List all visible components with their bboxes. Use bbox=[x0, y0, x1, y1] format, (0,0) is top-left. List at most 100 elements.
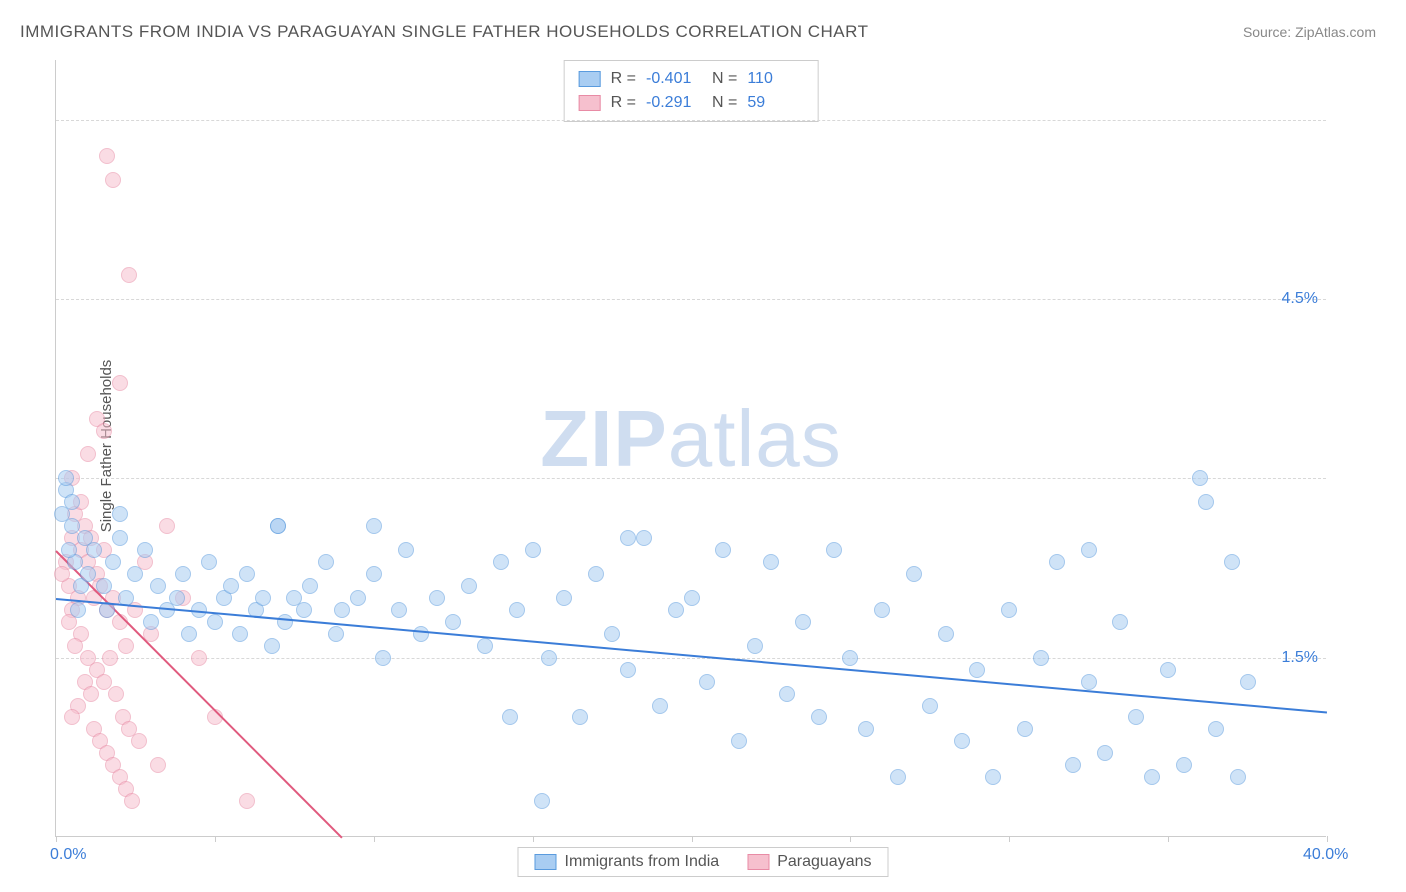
r-value-india: -0.401 bbox=[646, 67, 702, 91]
data-point bbox=[127, 566, 143, 582]
x-tick bbox=[56, 836, 57, 842]
data-point bbox=[842, 650, 858, 666]
data-point bbox=[86, 542, 102, 558]
data-point bbox=[572, 709, 588, 725]
data-point bbox=[1112, 614, 1128, 630]
data-point bbox=[890, 769, 906, 785]
data-point bbox=[169, 590, 185, 606]
data-point bbox=[858, 721, 874, 737]
watermark-atlas: atlas bbox=[668, 394, 842, 483]
data-point bbox=[80, 446, 96, 462]
data-point bbox=[264, 638, 280, 654]
n-label: N = bbox=[712, 67, 737, 91]
data-point bbox=[112, 506, 128, 522]
watermark-zip: ZIP bbox=[540, 394, 667, 483]
swatch-paraguay bbox=[747, 854, 769, 870]
data-point bbox=[61, 542, 77, 558]
n-label: N = bbox=[712, 91, 737, 115]
data-point bbox=[270, 518, 286, 534]
gridline bbox=[56, 299, 1326, 300]
data-point bbox=[255, 590, 271, 606]
x-tick bbox=[1009, 836, 1010, 842]
data-point bbox=[124, 793, 140, 809]
gridline bbox=[56, 478, 1326, 479]
swatch-india bbox=[534, 854, 556, 870]
data-point bbox=[232, 626, 248, 642]
data-point bbox=[239, 566, 255, 582]
data-point bbox=[1017, 721, 1033, 737]
data-point bbox=[1049, 554, 1065, 570]
data-point bbox=[588, 566, 604, 582]
data-point bbox=[137, 542, 153, 558]
data-point bbox=[1176, 757, 1192, 773]
data-point bbox=[1081, 542, 1097, 558]
stats-row-paraguay: R = -0.291 N = 59 bbox=[579, 91, 804, 115]
data-point bbox=[366, 566, 382, 582]
data-point bbox=[763, 554, 779, 570]
data-point bbox=[534, 793, 550, 809]
data-point bbox=[1065, 757, 1081, 773]
stats-row-india: R = -0.401 N = 110 bbox=[579, 67, 804, 91]
data-point bbox=[80, 566, 96, 582]
gridline bbox=[56, 658, 1326, 659]
n-value-paraguay: 59 bbox=[747, 91, 803, 115]
data-point bbox=[502, 709, 518, 725]
data-point bbox=[493, 554, 509, 570]
data-point bbox=[668, 602, 684, 618]
data-point bbox=[375, 650, 391, 666]
data-point bbox=[112, 375, 128, 391]
data-point bbox=[391, 602, 407, 618]
data-point bbox=[328, 626, 344, 642]
data-point bbox=[525, 542, 541, 558]
x-tick-label: 0.0% bbox=[50, 846, 86, 864]
data-point bbox=[96, 423, 112, 439]
data-point bbox=[159, 518, 175, 534]
data-point bbox=[366, 518, 382, 534]
data-point bbox=[1128, 709, 1144, 725]
data-point bbox=[731, 733, 747, 749]
x-tick bbox=[374, 836, 375, 842]
r-label: R = bbox=[611, 91, 636, 115]
data-point bbox=[105, 554, 121, 570]
data-point bbox=[58, 470, 74, 486]
n-value-india: 110 bbox=[747, 67, 803, 91]
data-point bbox=[604, 626, 620, 642]
data-point bbox=[652, 698, 668, 714]
data-point bbox=[954, 733, 970, 749]
watermark: ZIPatlas bbox=[540, 393, 841, 485]
data-point bbox=[112, 530, 128, 546]
data-point bbox=[96, 674, 112, 690]
data-point bbox=[684, 590, 700, 606]
data-point bbox=[620, 662, 636, 678]
data-point bbox=[1224, 554, 1240, 570]
data-point bbox=[826, 542, 842, 558]
data-point bbox=[223, 578, 239, 594]
data-point bbox=[1097, 745, 1113, 761]
x-tick bbox=[1168, 836, 1169, 842]
data-point bbox=[175, 566, 191, 582]
data-point bbox=[334, 602, 350, 618]
data-point bbox=[1144, 769, 1160, 785]
data-point bbox=[143, 614, 159, 630]
r-value-paraguay: -0.291 bbox=[646, 91, 702, 115]
x-tick bbox=[215, 836, 216, 842]
data-point bbox=[96, 578, 112, 594]
stats-legend: R = -0.401 N = 110 R = -0.291 N = 59 bbox=[564, 60, 819, 122]
legend-item-india: Immigrants from India bbox=[534, 853, 719, 871]
data-point bbox=[64, 494, 80, 510]
swatch-paraguay bbox=[579, 95, 601, 111]
source-attribution: Source: ZipAtlas.com bbox=[1243, 24, 1376, 40]
data-point bbox=[556, 590, 572, 606]
data-point bbox=[509, 602, 525, 618]
data-point bbox=[636, 530, 652, 546]
x-tick bbox=[533, 836, 534, 842]
data-point bbox=[67, 638, 83, 654]
data-point bbox=[477, 638, 493, 654]
trend-line bbox=[56, 598, 1327, 714]
data-point bbox=[461, 578, 477, 594]
data-point bbox=[1001, 602, 1017, 618]
data-point bbox=[150, 757, 166, 773]
data-point bbox=[795, 614, 811, 630]
data-point bbox=[118, 638, 134, 654]
data-point bbox=[1208, 721, 1224, 737]
